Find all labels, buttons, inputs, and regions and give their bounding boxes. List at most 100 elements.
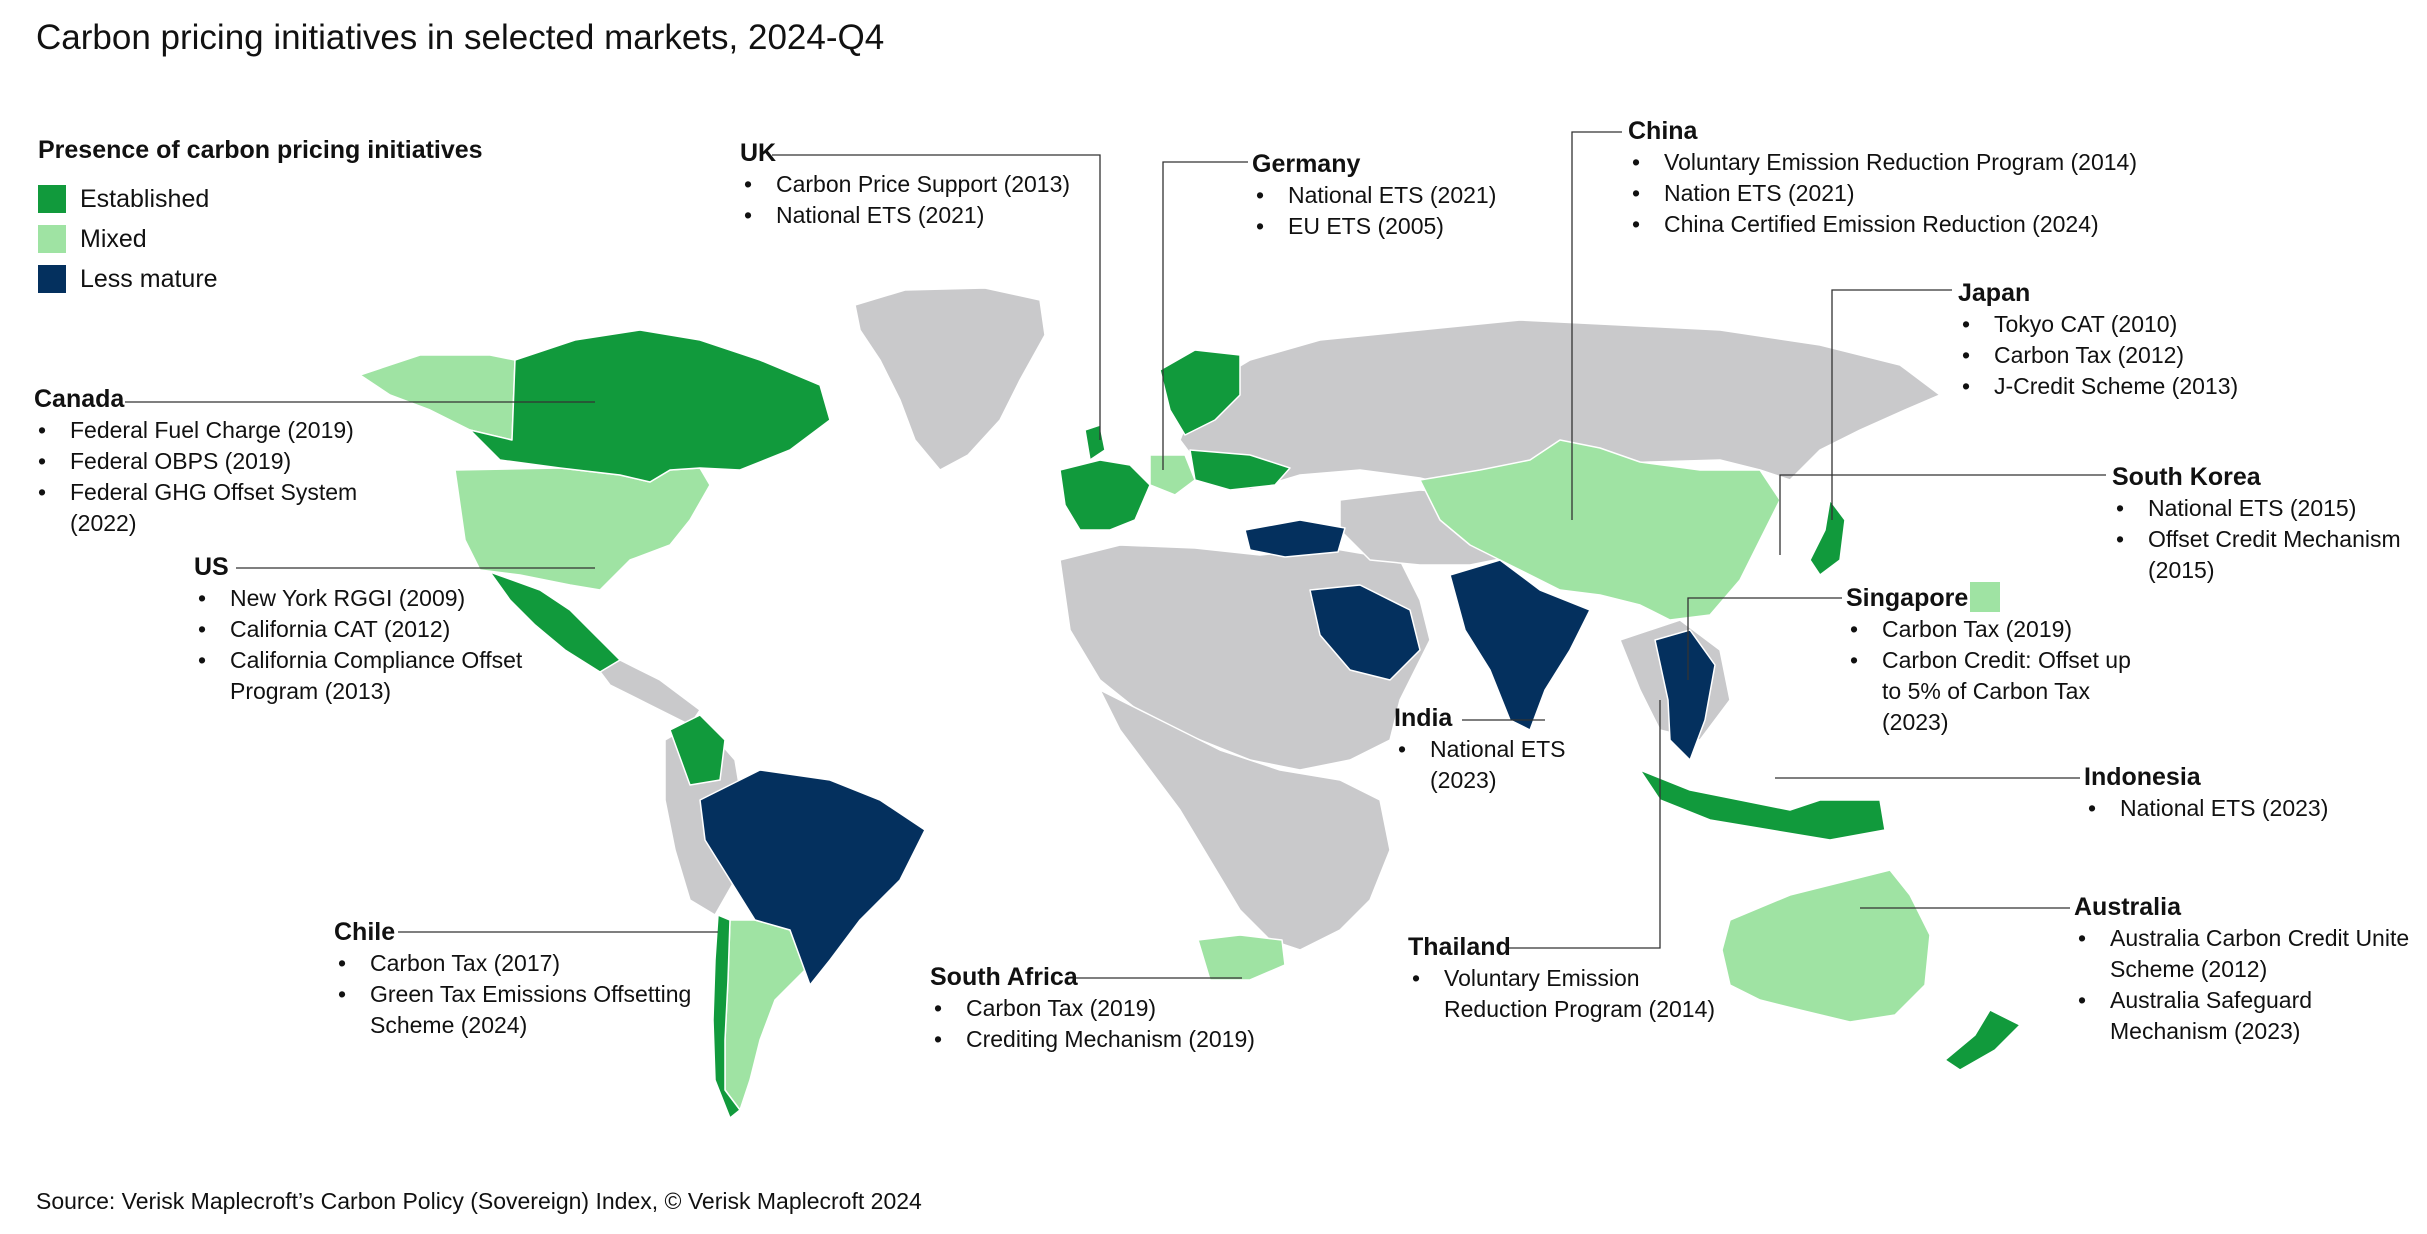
callout-south-africa: South Africa Carbon Tax (2019) Crediting… bbox=[930, 962, 1255, 1055]
callout-canada-item: Federal GHG Offset System (2022) bbox=[34, 477, 394, 539]
brazil-shape bbox=[699, 769, 926, 986]
chart-title: Carbon pricing initiatives in selected m… bbox=[36, 18, 885, 57]
thailand-vietnam-shape bbox=[1654, 629, 1716, 761]
callout-japan-title: Japan bbox=[1958, 279, 2031, 307]
legend-swatch-less-mature bbox=[38, 265, 66, 293]
callout-japan: Japan Tokyo CAT (2010) Carbon Tax (2012)… bbox=[1958, 278, 2238, 402]
callout-australia-item: Australia Safeguard Mechanism (2023) bbox=[2074, 985, 2414, 1047]
callout-thailand: Thailand Voluntary Emission Reduction Pr… bbox=[1408, 932, 1738, 1025]
legend-label-established: Established bbox=[80, 184, 210, 213]
leader-lines bbox=[125, 131, 2106, 979]
established-regions bbox=[469, 329, 2021, 1119]
callout-australia-title: Australia bbox=[2074, 893, 2181, 921]
japan-leader bbox=[1831, 289, 1952, 520]
russia-shape bbox=[1179, 319, 1941, 491]
eastern-europe-shape bbox=[1189, 449, 1291, 491]
callout-singapore-title: Singapore bbox=[1846, 584, 1969, 612]
callout-germany-item: EU ETS (2005) bbox=[1252, 211, 1496, 242]
callout-us: US New York RGGI (2009) California CAT (… bbox=[194, 552, 534, 707]
callout-south-africa-title: South Africa bbox=[930, 963, 1078, 991]
callout-china-item: China Certified Emission Reduction (2024… bbox=[1628, 209, 2137, 240]
callout-thailand-item: Voluntary Emission Reduction Program (20… bbox=[1408, 963, 1738, 1025]
source-note: Source: Verisk Maplecroft’s Carbon Polic… bbox=[36, 1188, 922, 1214]
legend-title: Presence of carbon pricing initiatives bbox=[38, 136, 483, 164]
argentina-shape bbox=[724, 919, 806, 1111]
callout-indonesia-item: National ETS (2023) bbox=[2084, 793, 2328, 824]
callout-uk-item: National ETS (2021) bbox=[740, 200, 1070, 231]
japan-shape bbox=[1809, 499, 1846, 576]
colombia-shape bbox=[669, 714, 726, 786]
legend-item-mixed: Mixed bbox=[38, 219, 483, 259]
callout-south-korea-title: South Korea bbox=[2112, 463, 2261, 491]
uk-shape bbox=[1084, 424, 1106, 461]
less-mature-regions bbox=[699, 519, 1716, 986]
callout-south-korea-item: Offset Credit Mechanism (2015) bbox=[2112, 524, 2412, 586]
callout-uk: UK Carbon Price Support (2013) National … bbox=[740, 138, 1070, 231]
germany-leader bbox=[1162, 161, 1248, 470]
callout-indonesia-title: Indonesia bbox=[2084, 763, 2201, 791]
scandinavia-shape bbox=[1159, 349, 1241, 436]
thailand-leader bbox=[1508, 700, 1661, 949]
callout-india-title: India bbox=[1394, 704, 1453, 732]
new-zealand-shape bbox=[1944, 1009, 2021, 1071]
callout-uk-item: Carbon Price Support (2013) bbox=[740, 169, 1070, 200]
callout-germany-title: Germany bbox=[1252, 150, 1361, 178]
callout-singapore: Singapore Carbon Tax (2019) Carbon Credi… bbox=[1846, 583, 2146, 738]
callout-japan-item: Carbon Tax (2012) bbox=[1958, 340, 2238, 371]
callout-china-title: China bbox=[1628, 117, 1698, 145]
legend-item-established: Established bbox=[38, 179, 483, 219]
callout-canada-title: Canada bbox=[34, 385, 125, 413]
callout-australia: Australia Australia Carbon Credit Unite … bbox=[2074, 892, 2414, 1047]
callout-germany: Germany National ETS (2021) EU ETS (2005… bbox=[1252, 149, 1496, 242]
callout-india-item: National ETS (2023) bbox=[1394, 734, 1584, 796]
callout-india: India National ETS (2023) bbox=[1394, 703, 1584, 796]
callout-us-item: New York RGGI (2009) bbox=[194, 583, 534, 614]
india-shape bbox=[1449, 559, 1591, 731]
uk-leader bbox=[772, 154, 1101, 440]
canada-shape bbox=[469, 329, 831, 483]
callout-south-africa-item: Carbon Tax (2019) bbox=[930, 993, 1255, 1024]
legend-label-mixed: Mixed bbox=[80, 224, 147, 253]
western-europe-shape bbox=[1059, 459, 1151, 531]
legend-label-less-mature: Less mature bbox=[80, 264, 218, 293]
singapore-leader bbox=[1687, 597, 1842, 680]
south-africa-shape bbox=[1197, 934, 1286, 981]
callout-canada-item: Federal OBPS (2019) bbox=[34, 446, 394, 477]
singapore-status-swatch bbox=[1970, 582, 2000, 612]
indonesia-shape bbox=[1639, 769, 1886, 841]
callout-south-korea: South Korea National ETS (2015) Offset C… bbox=[2112, 462, 2412, 586]
callout-chile-item: Carbon Tax (2017) bbox=[334, 948, 714, 979]
callout-singapore-item: Carbon Credit: Offset up to 5% of Carbon… bbox=[1846, 645, 2146, 738]
callout-japan-item: Tokyo CAT (2010) bbox=[1958, 309, 2238, 340]
callout-south-africa-item: Crediting Mechanism (2019) bbox=[930, 1024, 1255, 1055]
mixed-regions bbox=[359, 354, 1931, 1111]
callout-chile-item: Green Tax Emissions Offsetting Scheme (2… bbox=[334, 979, 714, 1041]
legend-swatch-established bbox=[38, 185, 66, 213]
greenland-shape bbox=[854, 287, 1046, 471]
callout-china-item: Nation ETS (2021) bbox=[1628, 178, 2137, 209]
callout-us-title: US bbox=[194, 553, 229, 581]
callout-canada: Canada Federal Fuel Charge (2019) Federa… bbox=[34, 384, 394, 539]
callout-china: China Voluntary Emission Reduction Progr… bbox=[1628, 116, 2137, 240]
legend-swatch-mixed bbox=[38, 225, 66, 253]
callout-canada-item: Federal Fuel Charge (2019) bbox=[34, 415, 394, 446]
callout-thailand-title: Thailand bbox=[1408, 933, 1511, 961]
china-leader bbox=[1571, 131, 1622, 520]
callout-chile-title: Chile bbox=[334, 918, 396, 946]
callout-germany-item: National ETS (2021) bbox=[1252, 180, 1496, 211]
africa-shape bbox=[1099, 689, 1391, 951]
callout-uk-title: UK bbox=[740, 139, 777, 167]
callout-chile: Chile Carbon Tax (2017) Green Tax Emissi… bbox=[334, 917, 714, 1041]
turkey-shape bbox=[1244, 519, 1346, 558]
south-korea-leader bbox=[1779, 474, 2106, 555]
china-shape bbox=[1419, 439, 1781, 621]
australia-shape bbox=[1721, 869, 1931, 1023]
legend: Presence of carbon pricing initiatives E… bbox=[38, 136, 483, 299]
callout-japan-item: J-Credit Scheme (2013) bbox=[1958, 371, 2238, 402]
callout-china-item: Voluntary Emission Reduction Program (20… bbox=[1628, 147, 2137, 178]
central-europe-shape bbox=[1149, 454, 1196, 496]
callout-us-item: California Compliance Offset Program (20… bbox=[194, 645, 534, 707]
saudi-arabia-shape bbox=[1309, 584, 1421, 681]
callout-australia-item: Australia Carbon Credit Unite Scheme (20… bbox=[2074, 923, 2414, 985]
